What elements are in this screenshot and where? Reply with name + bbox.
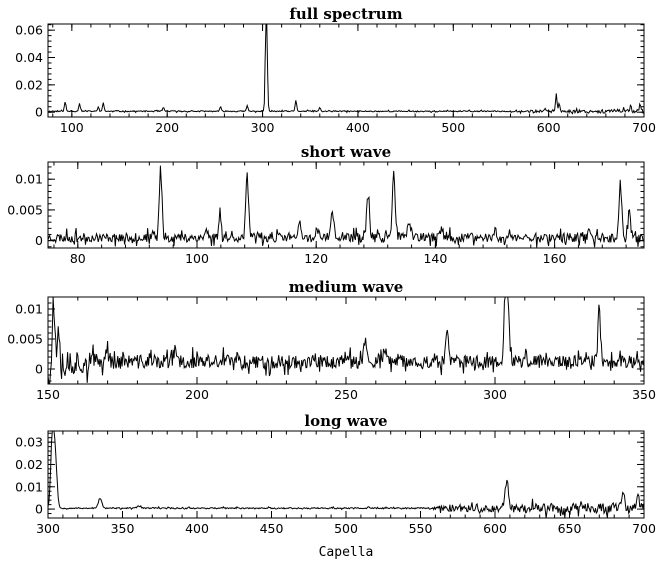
plot-frame bbox=[47, 23, 645, 118]
x-tick-label: 80 bbox=[70, 251, 86, 266]
y-tick-label: 0.005 bbox=[7, 332, 43, 347]
panel-title: full spectrum bbox=[289, 5, 402, 23]
y-tick-label: 0 bbox=[35, 233, 43, 248]
figure-xlabel: Capella bbox=[319, 545, 374, 560]
y-tick-label: 0.01 bbox=[15, 302, 43, 317]
spectrum-line bbox=[47, 23, 645, 115]
x-tick-label: 100 bbox=[60, 120, 84, 135]
x-tick-label: 200 bbox=[185, 387, 209, 402]
x-tick-label: 400 bbox=[185, 521, 209, 536]
y-tick-label: 0.03 bbox=[15, 435, 43, 450]
panel-2: medium wave 150 200 250 300 350 0 0.005 0.01 bbox=[7, 278, 656, 402]
panel-title: short wave bbox=[301, 143, 391, 161]
x-tick-label: 100 bbox=[185, 251, 209, 266]
plot-frame bbox=[47, 161, 645, 249]
x-tick-label: 160 bbox=[543, 251, 567, 266]
x-tick-label: 150 bbox=[36, 387, 60, 402]
x-tick-label: 140 bbox=[423, 251, 447, 266]
x-tick-label: 650 bbox=[558, 521, 582, 536]
panel-3: long wave 300 350 400 450 500 550 600 650 700 0 0.0… bbox=[15, 412, 656, 536]
spectrum-line bbox=[47, 430, 645, 519]
panel-title: medium wave bbox=[289, 278, 404, 296]
x-tick-label: 350 bbox=[111, 521, 135, 536]
x-tick-label: 200 bbox=[155, 120, 179, 135]
y-tick-label: 0.06 bbox=[15, 23, 43, 38]
y-tick-label: 0.01 bbox=[15, 172, 43, 187]
spectrum-line bbox=[47, 165, 645, 248]
spectrum-line bbox=[47, 296, 645, 385]
x-tick-label: 250 bbox=[334, 387, 358, 402]
y-tick-label: 0.02 bbox=[15, 457, 43, 472]
y-tick-label: 0 bbox=[35, 105, 43, 120]
x-tick-label: 350 bbox=[632, 387, 656, 402]
x-tick-label: 300 bbox=[36, 521, 60, 536]
y-tick-label: 0.02 bbox=[15, 77, 43, 92]
x-tick-label: 500 bbox=[334, 521, 358, 536]
y-tick-label: 0.04 bbox=[15, 50, 43, 65]
plot-frame bbox=[47, 430, 645, 519]
y-tick-label: 0 bbox=[35, 502, 43, 517]
plot-frame bbox=[47, 296, 645, 385]
x-tick-label: 400 bbox=[346, 120, 370, 135]
panel-title: long wave bbox=[304, 412, 387, 430]
x-tick-label: 450 bbox=[260, 521, 284, 536]
panel-1: short wave 80 100 120 140 160 0 0.005 0.01 bbox=[7, 143, 645, 266]
panel-0: full spectrum 100 200 300 400 500 600 700 0 0.02 0… bbox=[15, 5, 656, 135]
x-tick-label: 700 bbox=[632, 120, 656, 135]
x-tick-label: 300 bbox=[483, 387, 507, 402]
x-tick-label: 550 bbox=[409, 521, 433, 536]
y-tick-label: 0.005 bbox=[7, 202, 43, 217]
x-tick-label: 600 bbox=[537, 120, 561, 135]
x-tick-label: 300 bbox=[251, 120, 275, 135]
x-tick-label: 600 bbox=[483, 521, 507, 536]
x-tick-label: 700 bbox=[632, 521, 656, 536]
x-tick-label: 120 bbox=[304, 251, 328, 266]
y-tick-label: 0.01 bbox=[15, 479, 43, 494]
y-tick-label: 0 bbox=[35, 362, 43, 377]
x-tick-label: 500 bbox=[441, 120, 465, 135]
